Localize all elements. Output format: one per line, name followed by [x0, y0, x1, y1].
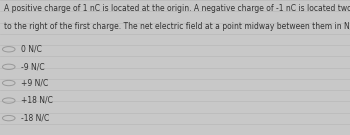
Text: to the right of the first charge. The net electric field at a point midway betwe: to the right of the first charge. The ne…	[4, 22, 350, 31]
Text: +9 N/C: +9 N/C	[21, 78, 48, 87]
Text: A positive charge of 1 nC is located at the origin. A negative charge of -1 nC i: A positive charge of 1 nC is located at …	[4, 4, 350, 13]
Text: -18 N/C: -18 N/C	[21, 113, 49, 122]
Text: -9 N/C: -9 N/C	[21, 62, 45, 71]
Text: 0 N/C: 0 N/C	[21, 45, 42, 53]
Text: +18 N/C: +18 N/C	[21, 96, 53, 105]
